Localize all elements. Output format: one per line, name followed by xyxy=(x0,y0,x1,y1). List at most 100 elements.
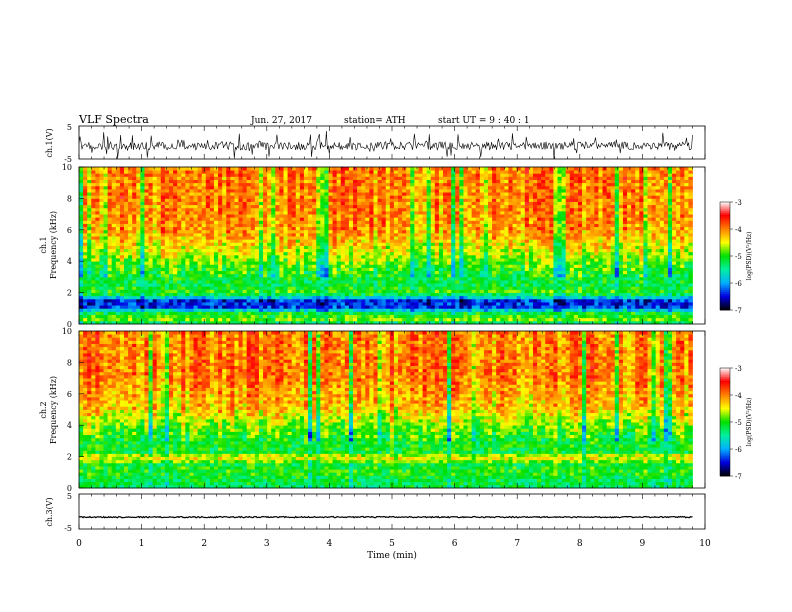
spectrogram-cell xyxy=(377,270,383,275)
spectrogram-cell xyxy=(271,267,276,272)
spectrogram-cell xyxy=(500,295,505,300)
spectrogram-cell xyxy=(655,283,661,287)
spectrogram-cell xyxy=(177,264,182,268)
spectrogram-cell xyxy=(238,298,243,303)
spectrogram-cell xyxy=(213,242,219,246)
spectrogram-cell xyxy=(659,298,665,303)
spectrogram-cell xyxy=(287,298,293,303)
spectrogram-cell xyxy=(475,295,481,300)
spectrogram-cell xyxy=(308,232,313,237)
spectrogram-cell xyxy=(647,264,652,268)
spectrogram-cell xyxy=(226,320,231,325)
spectrogram-cell xyxy=(541,232,546,237)
spectrogram-cell xyxy=(500,270,505,275)
spectrogram-cell xyxy=(618,292,624,297)
spectrogram-cell xyxy=(291,289,297,293)
spectrogram-cell xyxy=(136,270,141,275)
spectrogram-cell xyxy=(512,229,518,234)
spectrogram-cell xyxy=(610,264,616,268)
spectrogram-cell xyxy=(672,314,677,319)
spectrogram-cell xyxy=(320,261,325,265)
spectrogram-cell xyxy=(336,320,342,325)
spectrogram-cell xyxy=(201,226,207,231)
spectrogram-cell xyxy=(586,289,591,293)
spectrogram-cell xyxy=(283,270,288,275)
spectrogram-cell xyxy=(410,289,415,293)
spectrogram-cell xyxy=(189,276,194,281)
spectrogram-cell xyxy=(373,229,378,234)
spectrogram-cell xyxy=(549,302,554,306)
spectrogram-cell xyxy=(226,276,231,281)
spectrogram-cell xyxy=(402,276,407,281)
spectrogram-cell xyxy=(618,317,624,322)
spectrogram-cell xyxy=(287,270,293,275)
spectrogram-cell xyxy=(659,308,665,312)
spectrogram-cell xyxy=(500,305,505,309)
spectrogram-cell xyxy=(463,239,468,243)
spectrogram-cell xyxy=(500,308,505,312)
spectrogram-cell xyxy=(667,232,673,237)
spectrogram-cell xyxy=(348,245,354,250)
spectrogram-cell xyxy=(496,245,501,250)
spectrogram-cell xyxy=(663,254,669,259)
spectrogram-cell xyxy=(684,270,689,275)
spectrogram-cell xyxy=(426,254,432,259)
spectrogram-cell xyxy=(635,232,640,237)
spectrogram-cell xyxy=(168,258,174,262)
spectrogram-cell xyxy=(185,276,190,281)
spectrogram-cell xyxy=(316,289,321,293)
spectrogram-cell xyxy=(659,283,665,287)
spectrogram-cell xyxy=(365,220,370,224)
spectrogram-cell xyxy=(291,220,297,224)
spectrogram-cell xyxy=(303,251,309,256)
spectrogram-cell xyxy=(344,273,350,278)
spectrogram-cell xyxy=(577,229,583,234)
spectrogram-cell xyxy=(218,226,223,231)
spectrogram-cell xyxy=(447,314,452,319)
spectrogram-cell xyxy=(582,245,587,250)
spectrogram-cell xyxy=(189,292,194,297)
spectrogram-cell xyxy=(177,311,182,315)
spectrogram-cell xyxy=(500,283,505,287)
spectrogram-cell xyxy=(123,292,129,297)
spectrogram-cell xyxy=(487,320,493,325)
spectrogram-cell xyxy=(659,273,665,278)
spectrogram-cell xyxy=(573,314,579,319)
spectrogram-cell xyxy=(373,276,378,281)
spectrogram-cell xyxy=(230,242,235,246)
spectrogram-cell xyxy=(528,320,534,325)
spectrogram-cell xyxy=(667,305,673,309)
spectrogram-cell xyxy=(549,242,554,246)
spectrogram-cell xyxy=(487,283,493,287)
spectrogram-cell xyxy=(201,276,207,281)
spectrogram-cell xyxy=(91,311,96,315)
spectrogram-cell xyxy=(197,305,203,309)
spectrogram-cell xyxy=(577,302,583,306)
spectrogram-cell xyxy=(598,254,603,259)
spectrogram-cell xyxy=(516,305,522,309)
spectrogram-cell xyxy=(598,320,603,325)
spectrogram-cell xyxy=(655,317,661,322)
spectrogram-cell xyxy=(647,286,652,290)
spectrogram-cell xyxy=(410,232,415,237)
spectrogram-cell xyxy=(577,276,583,281)
spectrogram-cell xyxy=(357,229,362,234)
spectrogram-cell xyxy=(254,286,260,290)
spectrogram-cell xyxy=(267,258,272,262)
spectrogram-cell xyxy=(381,258,387,262)
spectrogram-cell xyxy=(447,305,452,309)
spectrogram-cell xyxy=(168,283,174,287)
spectrogram-cell xyxy=(663,242,669,246)
spectrogram-cell xyxy=(361,229,366,234)
spectrogram-cell xyxy=(622,239,628,243)
spectrogram-cell xyxy=(246,236,252,240)
spectrogram-cell xyxy=(164,295,170,300)
spectrogram-cell xyxy=(594,239,599,243)
spectrogram-cell xyxy=(267,248,272,253)
spectrogram-cell xyxy=(618,258,624,262)
spectrogram-cell xyxy=(291,258,297,262)
spectrogram-cell xyxy=(504,286,509,290)
spectrogram-cell xyxy=(377,267,383,272)
spectrogram-cell xyxy=(234,298,239,303)
spectrogram-cell xyxy=(181,229,186,234)
